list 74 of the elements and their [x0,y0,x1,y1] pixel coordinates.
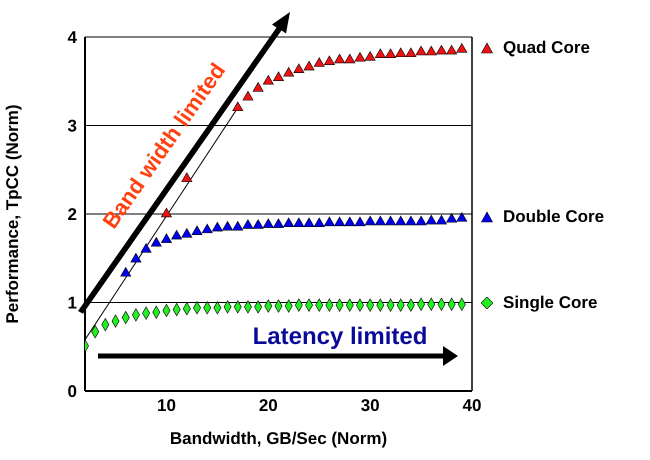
point [130,252,142,262]
point [406,216,416,226]
point [222,221,233,231]
y-axis-title: Performance, TpCC (Norm) [3,104,22,324]
point [364,216,376,226]
y-tick-label: 4 [68,28,78,48]
point [446,213,458,223]
y-tick-label: 3 [68,116,77,136]
point [262,218,274,228]
point [293,218,304,227]
point [232,102,244,112]
point [374,48,386,58]
point [446,44,458,54]
point [150,237,162,246]
point [406,48,416,58]
x-tick-label: 10 [157,396,176,416]
point [252,82,264,92]
point [395,216,406,226]
point [252,219,264,229]
point [436,214,447,224]
point [324,56,335,66]
point [416,46,426,56]
point [283,218,294,227]
point [374,216,386,226]
x-axis-title: Bandwidth, GB/Sec (Norm) [170,429,388,448]
point [456,43,468,53]
point [314,57,325,67]
legend-label: Quad Core [503,38,590,58]
point [334,54,345,64]
point [273,218,284,228]
point [242,90,254,100]
point [181,172,192,182]
point [344,216,356,226]
point [161,233,172,243]
legend-label: Single Core [503,293,598,314]
point [273,72,284,81]
point [324,216,335,226]
point [334,216,345,226]
point [181,228,192,238]
point [456,212,468,222]
point [262,75,274,84]
point [395,48,406,58]
point [283,67,294,77]
point [426,46,437,56]
point [304,60,314,70]
y-tick-label: 2 [68,205,77,224]
point [192,226,202,235]
point [304,218,314,227]
point [232,221,244,231]
point [436,44,447,54]
y-tick-label: 1 [68,294,77,313]
annotation: Latency limited [252,323,428,350]
legend-label: Double Core [503,207,604,228]
point [385,216,396,226]
point [354,52,366,62]
point [140,243,152,253]
point [202,224,213,234]
point [344,54,356,64]
x-tick-label: 40 [462,396,482,416]
point [293,64,304,73]
point [171,230,182,240]
point [120,267,132,277]
point [416,216,426,226]
point [161,208,172,218]
point [364,51,376,61]
point [354,216,366,226]
point [242,219,254,229]
point [426,214,437,224]
point [212,222,223,232]
point [385,48,396,58]
x-tick-label: 30 [360,396,380,416]
x-tick-label: 20 [258,396,278,416]
y-tick-label: 0 [68,382,77,402]
point [314,218,325,227]
